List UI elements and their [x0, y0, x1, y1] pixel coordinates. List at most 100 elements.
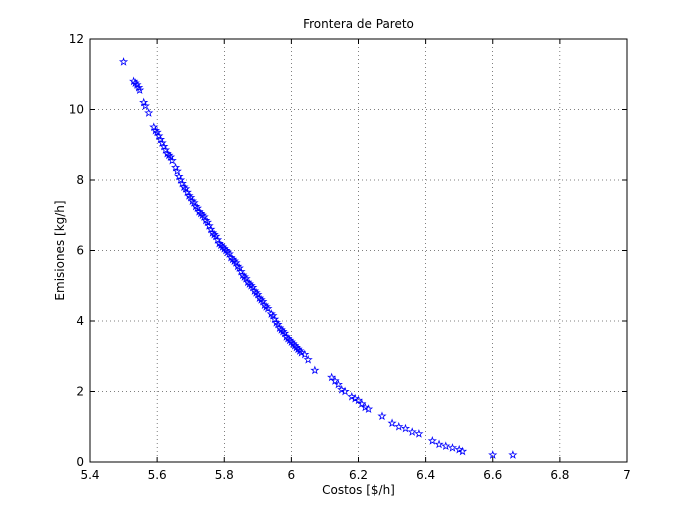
- data-point: [118, 57, 129, 66]
- data-point: [228, 254, 238, 264]
- x-tick-label: 5.4: [80, 468, 99, 482]
- data-point: [150, 125, 161, 135]
- data-point: [144, 108, 154, 117]
- x-tick-label: 6: [288, 468, 296, 482]
- data-point: [219, 243, 229, 253]
- data-point: [164, 150, 174, 160]
- data-point: [196, 208, 206, 218]
- y-tick-label: 10: [69, 103, 84, 117]
- data-point: [176, 175, 186, 184]
- data-point: [216, 240, 226, 250]
- data-point: [217, 242, 228, 251]
- data-point: [310, 365, 320, 375]
- data-point: [155, 134, 166, 144]
- plot-frame: [89, 38, 628, 463]
- data-point: [454, 444, 464, 454]
- data-point: [189, 198, 199, 207]
- data-point: [248, 282, 258, 292]
- data-point: [275, 323, 285, 332]
- data-point: [387, 418, 397, 428]
- data-point: [154, 131, 164, 140]
- x-axis-label: Costos [$/h]: [322, 483, 395, 497]
- data-point: [130, 78, 140, 87]
- data-point: [226, 252, 236, 262]
- data-point: [192, 203, 202, 213]
- data-point: [266, 309, 276, 318]
- data-point: [258, 296, 268, 306]
- data-point: [273, 319, 283, 329]
- y-tick-label: 8: [76, 173, 84, 187]
- data-point: [347, 391, 357, 401]
- data-point: [129, 76, 139, 86]
- data-point: [211, 231, 221, 241]
- data-point: [159, 141, 169, 151]
- data-point: [441, 441, 451, 451]
- x-tick-label: 6.6: [483, 468, 502, 482]
- data-point: [281, 332, 291, 341]
- data-point: [231, 258, 241, 267]
- data-point: [194, 206, 204, 216]
- data-point: [160, 145, 171, 154]
- data-point: [234, 263, 244, 273]
- data-point: [172, 166, 182, 176]
- data-point: [285, 335, 295, 345]
- data-point: [152, 127, 162, 137]
- x-tick-label: 5.6: [148, 468, 167, 482]
- data-point: [270, 314, 280, 324]
- data-point: [165, 152, 176, 161]
- data-point: [135, 85, 145, 95]
- grid: [90, 39, 627, 462]
- data-point: [457, 446, 468, 456]
- data-point: [167, 155, 177, 165]
- data-point: [204, 220, 214, 230]
- data-point: [149, 122, 159, 132]
- x-tick-label: 6.8: [550, 468, 569, 482]
- data-point: [187, 196, 197, 206]
- data-point: [414, 428, 424, 438]
- data-point: [206, 224, 216, 234]
- data-point: [191, 201, 201, 211]
- data-point: [300, 349, 310, 359]
- data-point: [209, 229, 219, 239]
- data-point: [251, 287, 261, 297]
- data-point: [276, 324, 286, 334]
- data-points: [118, 57, 518, 459]
- data-point: [259, 300, 270, 310]
- data-point: [236, 266, 246, 276]
- data-point: [290, 340, 300, 350]
- data-point: [363, 404, 374, 414]
- data-point: [181, 183, 191, 193]
- data-point: [186, 192, 196, 202]
- x-axis-ticks: 5.4 5.6 5.8 6 6.2 6.4 6.6 6.8 7: [80, 39, 631, 482]
- data-point: [286, 337, 296, 347]
- data-point: [278, 326, 288, 336]
- y-axis-label: Emisiones [kg/h]: [53, 200, 67, 300]
- data-point: [256, 295, 266, 304]
- data-point: [340, 386, 350, 396]
- data-point: [177, 178, 187, 188]
- data-point: [179, 182, 189, 191]
- x-tick-label: 7: [623, 468, 631, 482]
- data-point: [162, 148, 172, 158]
- data-point: [243, 277, 253, 287]
- data-point: [244, 279, 255, 288]
- data-point: [283, 333, 293, 343]
- y-tick-label: 0: [76, 455, 84, 469]
- data-point: [184, 191, 194, 200]
- data-point: [139, 97, 149, 107]
- data-point: [197, 210, 208, 220]
- data-point: [271, 317, 281, 327]
- data-point: [268, 310, 278, 320]
- data-point: [360, 402, 370, 412]
- data-point: [327, 372, 337, 382]
- data-point: [447, 443, 458, 452]
- data-point: [207, 228, 218, 237]
- data-point: [157, 138, 167, 147]
- data-point: [212, 235, 223, 244]
- data-point: [249, 286, 260, 295]
- data-point: [241, 273, 251, 283]
- y-tick-label: 2: [76, 385, 84, 399]
- y-tick-label: 6: [76, 244, 84, 258]
- data-point: [353, 395, 364, 405]
